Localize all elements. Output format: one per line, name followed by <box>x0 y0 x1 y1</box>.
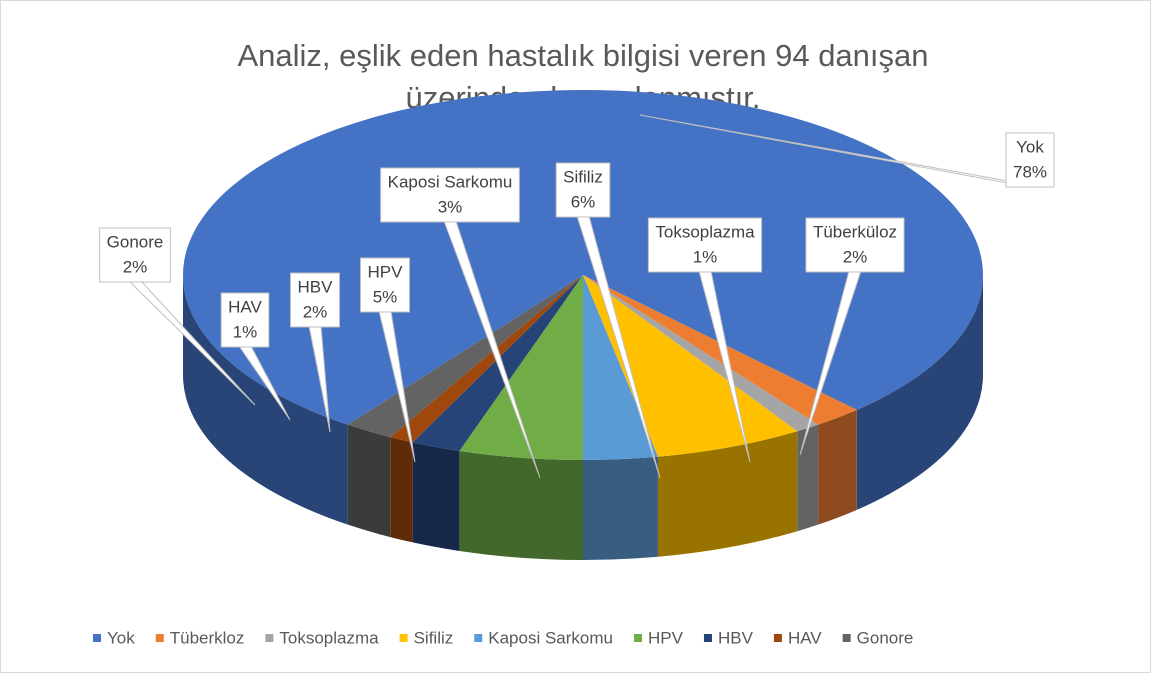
data-label-box <box>380 167 520 223</box>
data-label-box <box>290 272 340 328</box>
legend-swatch <box>703 634 712 642</box>
data-label-box <box>99 227 171 283</box>
legend-label: HBV <box>718 628 754 647</box>
legend-label: Toksoplazma <box>279 628 379 647</box>
legend-swatch <box>265 634 274 642</box>
data-label-value: 1% <box>693 247 718 266</box>
data-label-box <box>647 217 763 273</box>
data-label-name: Kaposi Sarkomu <box>388 172 513 191</box>
legend-swatch <box>155 634 164 642</box>
chart-title: Analiz, eşlik eden hastalık bilgisi vere… <box>237 38 928 73</box>
pie-side <box>183 275 348 525</box>
pie-slice <box>390 275 583 443</box>
pie-side <box>412 442 460 551</box>
data-label: Tüberküloz 2% <box>805 217 905 273</box>
pie-slice <box>459 275 583 460</box>
pie-side <box>818 409 857 525</box>
pie-side <box>856 275 983 510</box>
legend-swatch <box>474 634 483 642</box>
data-label-name: HAV <box>228 297 262 316</box>
pie-side <box>583 456 658 560</box>
data-label-value: 3% <box>438 197 463 216</box>
legend-label: Sifiliz <box>414 628 454 647</box>
data-label-value: 2% <box>843 247 868 266</box>
pie-side <box>797 424 819 532</box>
data-label-value: 2% <box>123 257 148 276</box>
data-label: HBV 2% <box>290 272 340 328</box>
data-label-name: Toksoplazma <box>655 222 755 241</box>
data-label: Toksoplazma 1% <box>647 217 763 273</box>
data-label: HAV 1% <box>220 292 270 348</box>
data-label-name: HBV <box>298 277 334 296</box>
data-label-box <box>805 217 905 273</box>
legend-swatch <box>634 634 642 642</box>
legend-swatch <box>93 634 101 642</box>
legend-swatch <box>399 634 408 642</box>
data-label: Kaposi Sarkomu 3% <box>380 167 520 223</box>
data-label-box <box>1005 132 1055 188</box>
data-label-value: 5% <box>373 287 398 306</box>
legend-label: Tüberkloz <box>170 628 245 647</box>
data-label-name: Yok <box>1016 137 1044 156</box>
pie-slice <box>583 275 798 457</box>
data-label: Sifiliz 6% <box>555 162 611 218</box>
legend-label: Yok <box>107 628 135 647</box>
pie-side <box>390 437 413 543</box>
data-label: Gonore 2% <box>99 227 171 283</box>
data-label-value: 2% <box>303 302 328 321</box>
data-label-value: 78% <box>1013 162 1047 181</box>
data-label-value: 1% <box>233 322 258 341</box>
data-label-name: Gonore <box>107 232 164 251</box>
legend-label: HPV <box>648 628 684 647</box>
data-label: HPV 5% <box>360 257 410 313</box>
data-label-box <box>360 257 410 313</box>
legend-label: Kaposi Sarkomu <box>488 628 613 647</box>
legend-swatch <box>773 634 782 642</box>
pie-slice <box>583 275 819 432</box>
legend-swatch <box>842 634 851 642</box>
legend-label: HAV <box>788 628 822 647</box>
pie-side <box>459 450 583 560</box>
data-label-value: 6% <box>571 192 596 211</box>
pie-side <box>347 424 391 538</box>
pie-slice <box>347 275 583 438</box>
data-label-name: HPV <box>368 262 404 281</box>
data-label-box <box>220 292 270 348</box>
data-label: Yok 78% <box>1005 132 1055 188</box>
data-label-name: Tüberküloz <box>813 222 897 241</box>
pie-side <box>657 431 798 557</box>
data-label-box <box>555 162 611 218</box>
data-label-name: Sifiliz <box>563 167 603 186</box>
legend-label: Gonore <box>857 628 914 647</box>
